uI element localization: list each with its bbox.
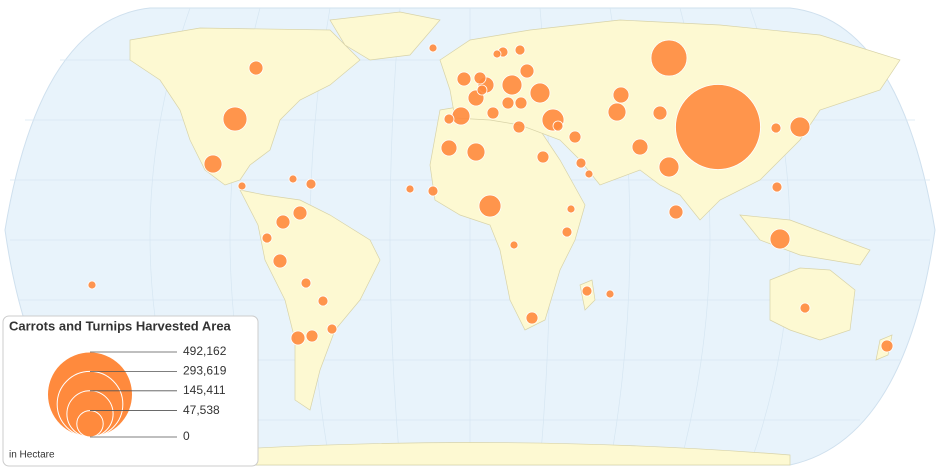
bubble	[514, 96, 528, 110]
bubble	[668, 204, 684, 220]
legend-title: Carrots and Turnips Harvested Area	[9, 318, 232, 333]
bubble	[631, 138, 649, 156]
bubble	[519, 63, 535, 79]
bubble	[514, 44, 526, 56]
bubbles	[87, 39, 894, 353]
bubble	[536, 150, 550, 164]
bubble	[275, 214, 291, 230]
bubble	[290, 330, 306, 346]
legend-label: 0	[183, 429, 190, 443]
bubble	[650, 39, 688, 77]
bubble	[525, 311, 539, 325]
bubble	[466, 142, 486, 162]
legend-label: 47,538	[183, 403, 220, 417]
bubble	[566, 204, 576, 214]
bubble	[451, 106, 471, 126]
bubble	[799, 302, 811, 314]
bubble	[248, 60, 264, 76]
bubble	[675, 84, 761, 170]
bubble	[476, 84, 488, 96]
bubble	[317, 295, 329, 307]
legend-label: 145,411	[183, 383, 226, 397]
bubble	[509, 240, 519, 250]
bubble	[473, 71, 487, 85]
bubble	[440, 139, 458, 157]
bubble	[492, 49, 502, 59]
bubble	[300, 277, 312, 289]
bubble	[612, 86, 630, 104]
bubble	[880, 339, 894, 353]
bubble	[478, 194, 502, 218]
bubble	[486, 106, 500, 120]
bubble	[501, 96, 515, 110]
bubble	[405, 184, 415, 194]
bubble	[770, 122, 782, 134]
bubble	[222, 106, 248, 132]
legend: Carrots and Turnips Harvested Area in He…	[2, 315, 259, 467]
bubble	[769, 228, 791, 250]
bubble	[607, 102, 627, 122]
bubble	[288, 174, 298, 184]
bubble	[568, 130, 582, 144]
bubble	[771, 181, 783, 193]
bubble	[292, 205, 308, 221]
bubble	[443, 113, 455, 125]
bubble	[326, 323, 338, 335]
bubble	[652, 105, 668, 121]
bubble	[261, 232, 273, 244]
bubble	[427, 185, 439, 197]
bubble	[305, 329, 319, 343]
legend-circle	[76, 410, 104, 438]
legend-label: 293,619	[183, 364, 227, 378]
bubble	[87, 280, 97, 290]
bubble	[428, 43, 438, 53]
bubble	[203, 154, 223, 174]
bubble	[501, 74, 523, 96]
bubble	[584, 169, 594, 179]
land	[129, 11, 901, 466]
bubble	[512, 120, 526, 134]
bubble	[456, 71, 472, 87]
bubble	[272, 253, 288, 269]
bubble	[575, 157, 587, 169]
bubble	[581, 285, 593, 297]
bubble	[237, 181, 247, 191]
bubble	[658, 156, 680, 178]
bubble	[789, 116, 811, 138]
bubble	[305, 178, 317, 190]
bubble	[561, 226, 573, 238]
bubble	[552, 120, 564, 132]
legend-label: 492,162	[183, 344, 227, 358]
legend-unit: in Hectare	[9, 450, 55, 461]
bubble	[529, 82, 551, 104]
bubble	[605, 289, 615, 299]
